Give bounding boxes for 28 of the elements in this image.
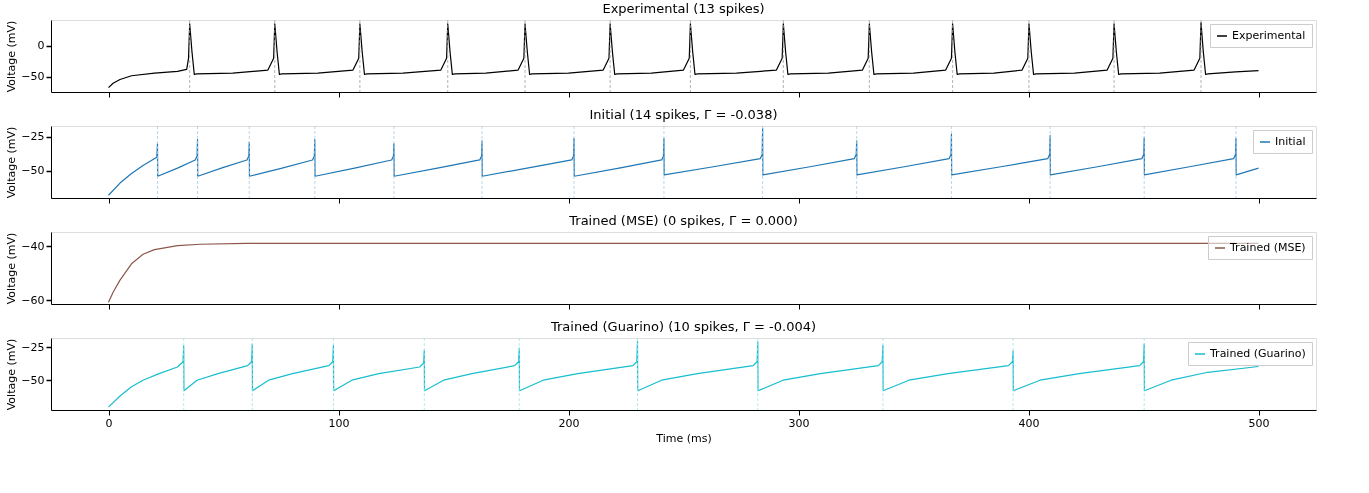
chart-title: Experimental (13 spikes) bbox=[602, 0, 765, 16]
chart-title: Trained (MSE) (0 spikes, Γ = 0.000) bbox=[568, 213, 798, 228]
legend-label: Initial bbox=[1275, 135, 1306, 148]
y-tick-label: 0 bbox=[37, 39, 45, 53]
x-tick-label: 200 bbox=[558, 416, 580, 430]
chart-title: Trained (Guarino) (10 spikes, Γ = -0.004) bbox=[549, 318, 817, 334]
legend-label: Trained (Guarino) bbox=[1209, 347, 1306, 360]
chart-title: Initial (14 spikes, Γ = -0.038) bbox=[589, 106, 778, 122]
line-series bbox=[107, 127, 1260, 196]
x-tick-label: 100 bbox=[328, 416, 350, 430]
legend-label: Trained (MSE) bbox=[1229, 241, 1306, 254]
y-axis-title: Voltage (mV) bbox=[5, 20, 19, 93]
x-tick-label: 400 bbox=[1018, 416, 1040, 430]
y-tick-label: −25 bbox=[21, 130, 45, 144]
x-tick-label: 300 bbox=[788, 416, 810, 430]
x-axis-title: Time (ms) bbox=[655, 431, 712, 445]
y-tick-label: −25 bbox=[21, 340, 45, 354]
legend-label: Experimental bbox=[1232, 29, 1306, 42]
y-axis-title: Voltage (mV) bbox=[5, 126, 19, 199]
y-tick-label: −60 bbox=[21, 293, 45, 307]
x-tick-label: 0 bbox=[105, 416, 113, 430]
y-tick-label: −50 bbox=[21, 70, 45, 84]
y-tick-label: −50 bbox=[21, 164, 45, 178]
y-tick-label: −50 bbox=[21, 373, 45, 387]
x-tick-label: 500 bbox=[1248, 416, 1270, 430]
y-axis-title: Voltage (mV) bbox=[5, 338, 19, 411]
y-axis-title: Voltage (mV) bbox=[5, 232, 19, 305]
y-tick-label: −40 bbox=[21, 239, 45, 253]
